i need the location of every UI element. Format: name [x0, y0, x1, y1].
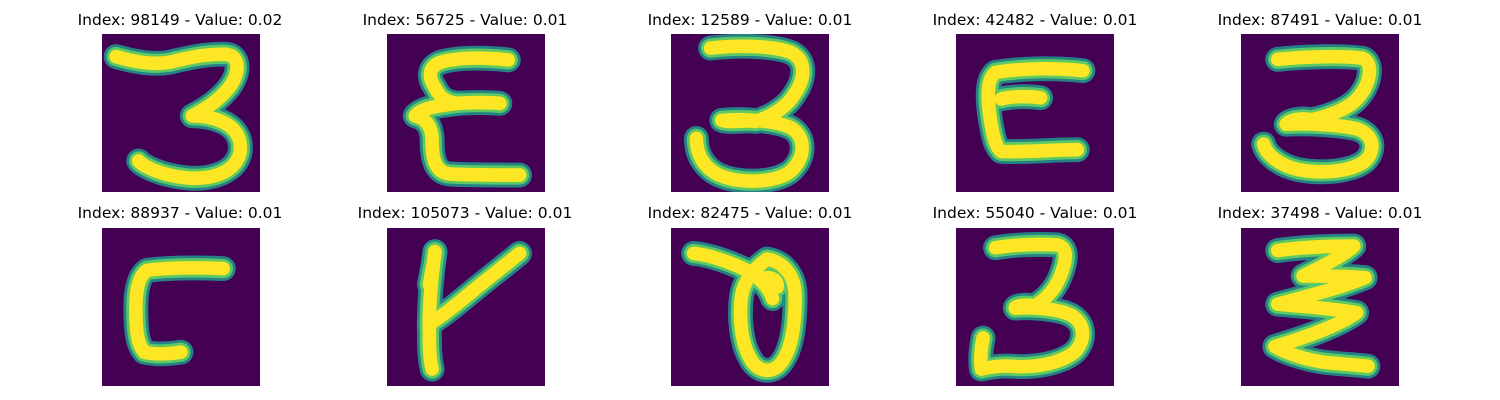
panel-caption: Index: 37498 - Value: 0.01: [1217, 204, 1423, 222]
handwritten-digit-image: [956, 228, 1114, 386]
digit-stroke-layer: [129, 261, 231, 361]
digit-stroke-layer: [1256, 49, 1379, 179]
digit-stroke-layer: [973, 237, 1090, 376]
panel-caption: Index: 105073 - Value: 0.01: [357, 204, 573, 222]
digit-image-panel: [387, 34, 545, 192]
panel-caption: Index: 42482 - Value: 0.01: [932, 11, 1138, 29]
digit-stroke-layer: [1268, 239, 1375, 374]
panel-caption: Index: 88937 - Value: 0.01: [77, 204, 283, 222]
digit-stroke-layer: [408, 51, 527, 182]
digit-image-panel: [102, 34, 260, 192]
panel-caption: Index: 12589 - Value: 0.01: [647, 11, 853, 29]
handwritten-digit-image: [671, 34, 829, 192]
handwritten-digit-image: [387, 228, 545, 386]
digit-image-panel: [1241, 34, 1399, 192]
panel-caption: Index: 55040 - Value: 0.01: [932, 204, 1138, 222]
handwritten-digit-image: [387, 34, 545, 192]
digit-stroke-layer: [981, 61, 1090, 159]
handwritten-digit-image: [102, 228, 260, 386]
digit-stroke-layer: [686, 246, 802, 378]
digit-image-panel: [671, 34, 829, 192]
handwritten-digit-image: [671, 228, 829, 386]
digit-image-panel: [956, 34, 1114, 192]
panel-caption: Index: 82475 - Value: 0.01: [647, 204, 853, 222]
digit-image-panel: [956, 228, 1114, 386]
digit-stroke-layer: [689, 39, 810, 188]
handwritten-digit-image: [102, 34, 260, 192]
panel-caption: Index: 56725 - Value: 0.01: [362, 11, 568, 29]
panel-caption: Index: 87491 - Value: 0.01: [1217, 11, 1423, 29]
digit-stroke-layer: [422, 244, 527, 376]
digit-image-panel: [387, 228, 545, 386]
digit-image-panel: [102, 228, 260, 386]
handwritten-digit-image: [956, 34, 1114, 192]
digit-image-panel: [671, 228, 829, 386]
digit-image-panel: [1241, 228, 1399, 386]
digit-stroke-layer: [109, 47, 248, 186]
handwritten-digit-image: [1241, 34, 1399, 192]
handwritten-digit-image: [1241, 228, 1399, 386]
panel-caption: Index: 98149 - Value: 0.02: [77, 11, 283, 29]
